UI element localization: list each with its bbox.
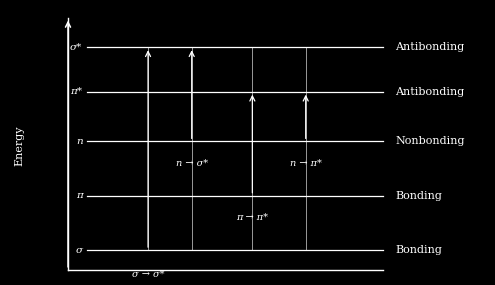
Text: n → π*: n → π* [290, 158, 322, 168]
Text: π → π*: π → π* [236, 213, 268, 222]
Text: π*: π* [70, 87, 83, 96]
Text: Bonding: Bonding [396, 245, 443, 255]
Text: Nonbonding: Nonbonding [396, 136, 465, 146]
Text: σ: σ [75, 245, 83, 255]
Text: Bonding: Bonding [396, 191, 443, 201]
Text: σ → σ*: σ → σ* [132, 270, 164, 279]
Text: π: π [76, 191, 83, 200]
Text: Antibonding: Antibonding [396, 87, 465, 97]
Text: n → σ*: n → σ* [176, 158, 208, 168]
Text: Antibonding: Antibonding [396, 42, 465, 52]
Text: n: n [76, 137, 83, 146]
Text: σ*: σ* [70, 43, 83, 52]
Text: Energy: Energy [14, 126, 25, 166]
